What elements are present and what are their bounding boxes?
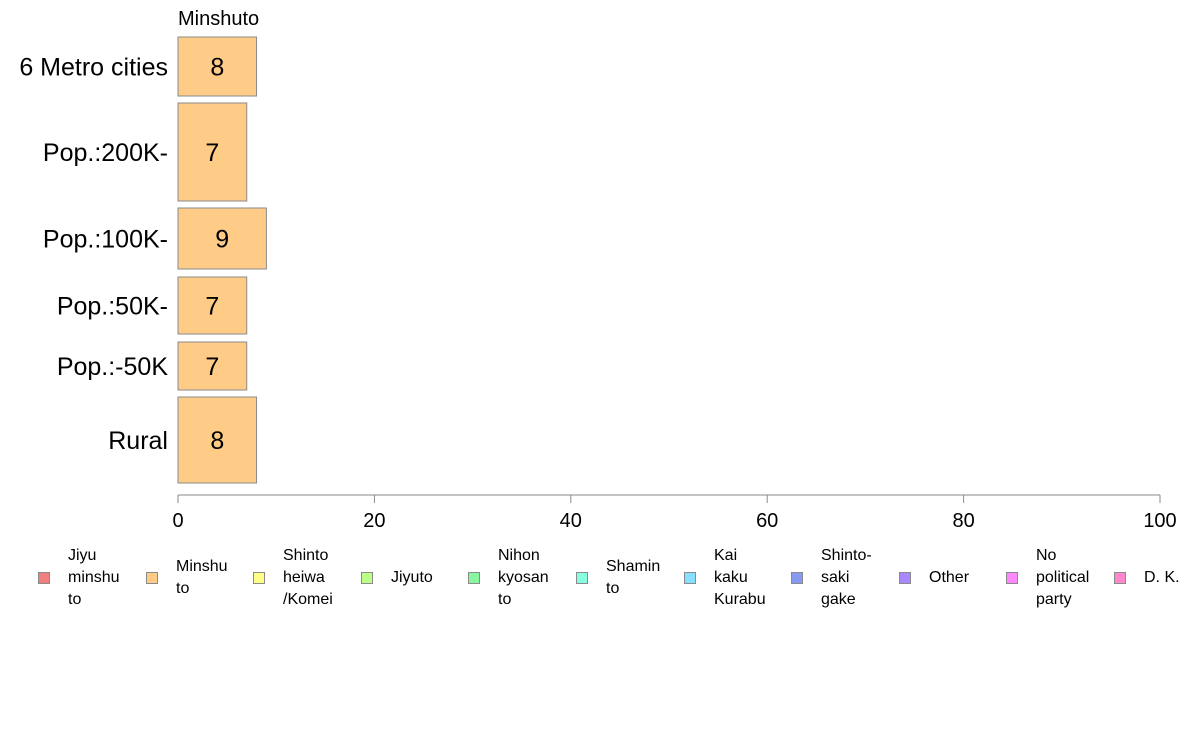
bar-value-label: 7 (205, 353, 219, 381)
legend-swatch (38, 572, 50, 584)
category-label: Pop.:-50K (57, 353, 169, 381)
legend-item: Other (899, 543, 969, 613)
bar-value-label: 9 (215, 226, 229, 254)
legend-label: No political party (1036, 547, 1090, 608)
legend-swatch (468, 572, 480, 584)
x-tick-label: 100 (1143, 510, 1176, 532)
legend: Jiyu minshu to Minshu to Shinto heiwa /Kom… (38, 543, 1188, 613)
x-tick-label: 0 (172, 510, 183, 532)
x-tick-label: 40 (560, 510, 582, 532)
legend-label: Nihon kyosan to (498, 547, 549, 608)
legend-label: Jiyu minshu to (68, 547, 120, 608)
legend-label: Kai kaku Kurabu (714, 547, 766, 608)
legend-item: No political party (1006, 543, 1089, 613)
category-label: Pop.:100K- (43, 226, 168, 254)
x-tick-label: 80 (952, 510, 974, 532)
legend-label: Shamin to (606, 558, 661, 597)
x-tick-label: 20 (363, 510, 385, 532)
legend-label: Minshu to (176, 558, 228, 597)
legend-swatch (899, 572, 911, 584)
legend-swatch (253, 572, 265, 584)
bars-group: 6 Metro cities 8 Pop.:200K- 7 Pop.:100K- 9 Pop… (19, 36, 267, 484)
chart-title: Minshuto (178, 8, 259, 30)
legend-item: Kai kaku Kurabu (684, 543, 766, 613)
legend-swatch (576, 572, 588, 584)
legend-swatch (361, 572, 373, 584)
bar-value-label: 8 (210, 54, 224, 82)
category-label: 6 Metro cities (19, 54, 168, 82)
legend-label: D. K. (1144, 569, 1180, 586)
legend-swatch (684, 572, 696, 584)
bar (177, 36, 258, 97)
bar-chart: Minshuto 6 Metro cities 8 Pop.:200K- 7 Pop.:… (19, 8, 1177, 532)
legend-item: Jiyuto (361, 543, 433, 613)
bar (177, 341, 248, 391)
legend-item: D. K. (1114, 543, 1180, 613)
bar (177, 276, 248, 335)
bar-value-label: 8 (210, 427, 224, 455)
legend-item: Jiyu minshu to (38, 543, 120, 613)
x-tick-label: 60 (756, 510, 778, 532)
legend-item: Shinto heiwa /Komei (253, 543, 333, 613)
bar (177, 102, 248, 202)
legend-label: Other (929, 569, 970, 586)
legend-item: Minshu to (146, 543, 228, 613)
legend-swatch (791, 572, 803, 584)
bar (177, 207, 267, 270)
legend-label: Shinto- saki gake (821, 547, 872, 608)
legend-swatch (1114, 572, 1126, 584)
bar-value-label: 7 (205, 139, 219, 167)
legend-swatch (1006, 572, 1018, 584)
bar (177, 396, 258, 484)
legend-label: Jiyuto (391, 569, 433, 586)
x-axis-ticks: 0 20 40 60 80 100 (172, 495, 1177, 532)
legend-item: Nihon kyosan to (468, 543, 549, 613)
legend-item: Shamin to (576, 543, 660, 613)
legend-swatch (146, 572, 158, 584)
category-label: Rural (108, 427, 168, 455)
bar-value-label: 7 (205, 293, 219, 321)
category-label: Pop.:50K- (57, 293, 168, 321)
category-label: Pop.:200K- (43, 139, 168, 167)
legend-label: Shinto heiwa /Komei (283, 547, 333, 608)
legend-item: Shinto- saki gake (791, 543, 872, 613)
